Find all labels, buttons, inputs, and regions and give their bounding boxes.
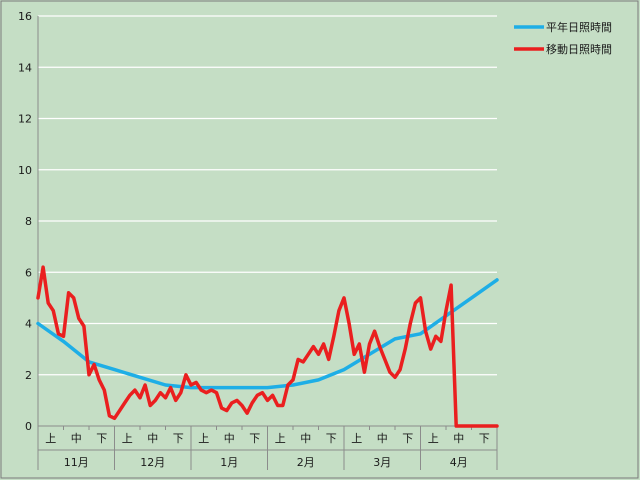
gridlines [38,15,497,376]
x-sub-label: 上 [198,432,209,445]
x-tick-labels: 上 中 下 上 中 下 上 中 下 上 中 下 上 中 下 上 中 下 11月 12月 1月 2月 3月 4月 [45,432,490,469]
x-sub-label: 下 [173,432,184,445]
y-tick-label: 2 [25,369,32,382]
y-tick-label: 8 [25,215,32,228]
y-tick-label: 12 [18,113,32,126]
y-tick-label: 4 [25,318,32,331]
legend-label: 平年日照時間 [546,20,612,34]
x-sub-label: 中 [453,432,464,445]
x-sub-label: 下 [402,432,413,445]
x-month-label: 11月 [64,456,89,469]
x-sub-label: 中 [300,432,311,445]
x-sub-label: 上 [122,432,133,445]
x-month-label: 2月 [297,456,315,469]
axes [37,16,498,470]
y-tick-labels: 0 2 4 6 8 10 12 14 16 [18,10,32,433]
x-sub-label: 中 [147,432,158,445]
series-line [36,278,499,390]
x-sub-label: 下 [479,432,490,445]
x-sub-label: 中 [377,432,388,445]
series-lines [36,265,499,428]
y-tick-label: 14 [18,61,32,74]
legend-label: 移動日照時間 [546,42,612,56]
x-sub-label: 上 [275,432,286,445]
x-sub-label: 下 [326,432,337,445]
x-sub-label: 上 [45,432,56,445]
y-tick-label: 6 [25,266,32,279]
x-sub-label: 上 [428,432,439,445]
x-month-label: 3月 [373,456,391,469]
x-month-label: 1月 [220,456,238,469]
x-sub-label: 上 [351,432,362,445]
y-tick-label: 16 [18,10,32,23]
x-month-label: 12月 [140,456,165,469]
series-line [36,265,499,428]
x-sub-label: 中 [224,432,235,445]
x-sub-label: 下 [249,432,260,445]
y-tick-label: 0 [25,420,32,433]
x-sub-label: 中 [71,432,82,445]
x-month-label: 4月 [450,456,468,469]
x-sub-label: 下 [96,432,107,445]
y-tick-label: 10 [18,164,32,177]
